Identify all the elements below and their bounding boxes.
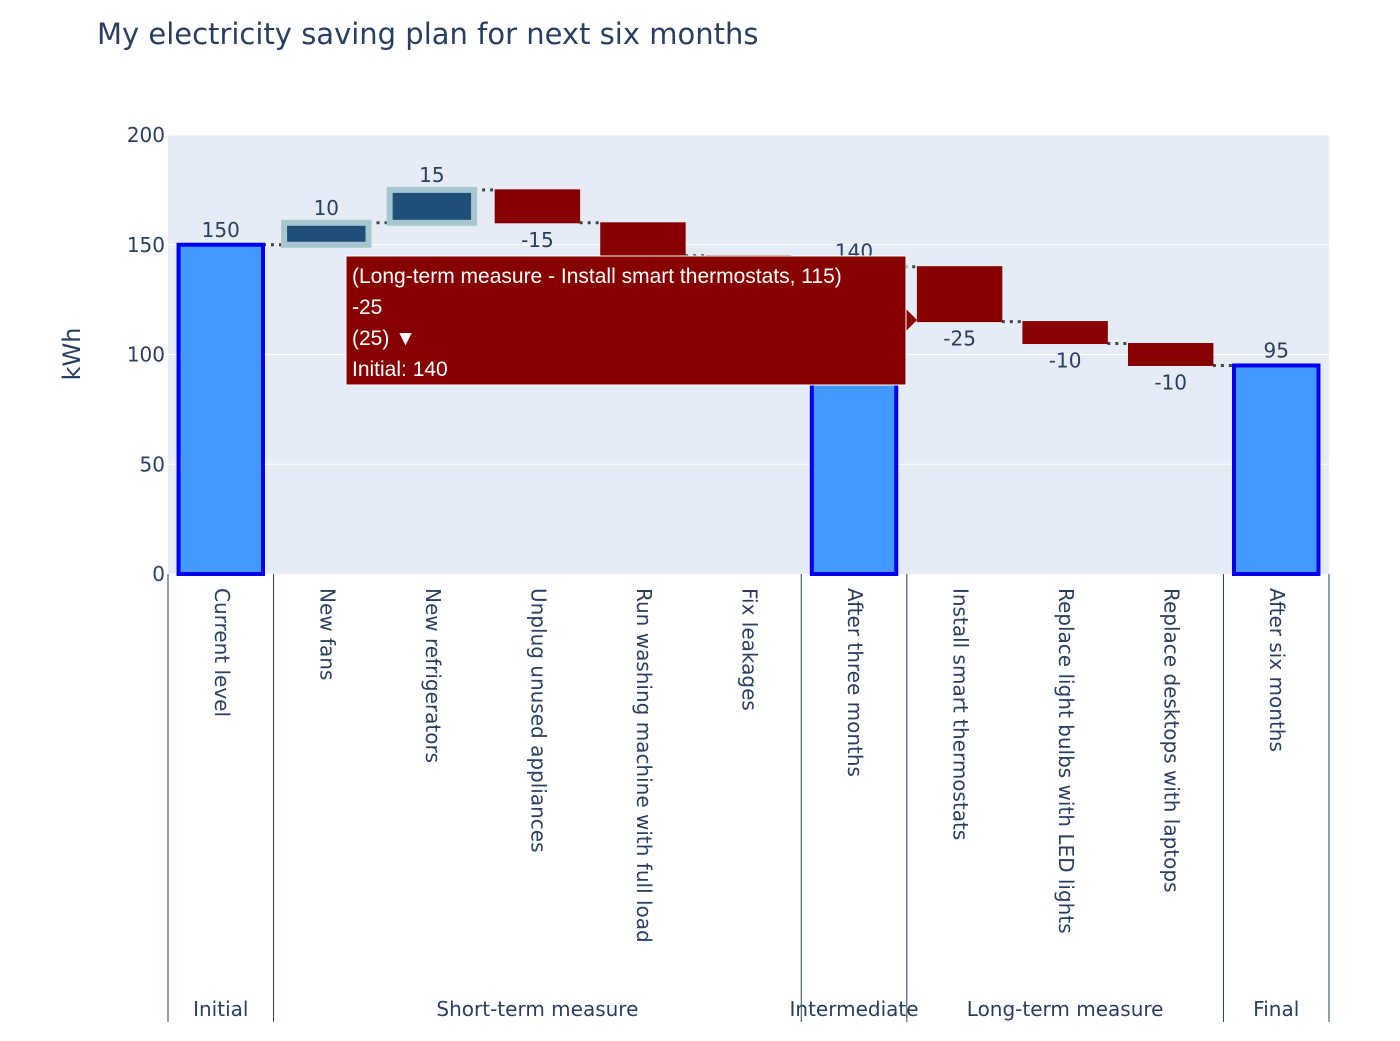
bar[interactable] [1022, 321, 1108, 345]
chart-title: My electricity saving plan for next six … [97, 17, 758, 51]
y-tick-label: 0 [152, 562, 165, 586]
y-tick-label: 150 [127, 233, 165, 257]
y-axis: 0 50 100 150 200 [127, 123, 165, 586]
data-label: 15 [419, 163, 444, 187]
x-tick-label: After three months [843, 588, 867, 777]
x-tick-label: Replace light bulbs with LED lights [1054, 588, 1078, 934]
y-tick-label: 200 [127, 123, 165, 147]
bar[interactable] [386, 186, 478, 226]
group-label: Intermediate [790, 997, 919, 1021]
tooltip-line-4: Initial: 140 [352, 358, 448, 381]
x-tick-label: Current level [210, 588, 234, 717]
bar[interactable] [281, 219, 372, 248]
x-tick-label: New fans [315, 588, 339, 680]
tooltip-pointer [906, 309, 917, 331]
group-label: Initial [193, 997, 248, 1021]
bar[interactable] [1232, 363, 1321, 576]
data-label: 150 [202, 218, 240, 242]
x-tick-label: Run washing machine with full load [632, 588, 656, 943]
tooltip-line-3: (25) ▼ [352, 327, 416, 350]
x-tick-label: Install smart thermostats [949, 588, 973, 840]
data-label: -15 [521, 228, 554, 252]
data-label: 10 [314, 196, 339, 220]
data-label: -10 [1049, 349, 1082, 373]
y-tick-label: 100 [127, 343, 165, 367]
bar[interactable] [1127, 343, 1214, 366]
bar[interactable] [916, 266, 1003, 323]
tooltip-line-1: (Long-term measure - Install smart therm… [352, 265, 842, 288]
y-tick-label: 50 [140, 452, 165, 476]
x-tick-label: Replace desktops with laptops [1160, 588, 1184, 893]
tooltip-line-2: -25 [352, 296, 382, 319]
x-tick-label: New refrigerators [421, 588, 445, 763]
x-tick-label: Fix leakages [738, 588, 762, 711]
data-label: -10 [1154, 370, 1187, 394]
x-tick-label: Unplug unused appliances [526, 588, 550, 853]
y-axis-label: kWh [58, 328, 86, 381]
hover-tooltip: (Long-term measure - Install smart therm… [345, 255, 917, 386]
bar[interactable] [600, 222, 686, 257]
tooltip-box [345, 255, 907, 386]
group-label: Long-term measure [967, 997, 1164, 1021]
group-label: Final [1253, 997, 1299, 1021]
data-label: 95 [1264, 338, 1289, 362]
x-axis: Current level New fans New refrigerators Un… [167, 574, 1330, 1022]
bar[interactable] [494, 189, 581, 224]
group-label: Short-term measure [436, 997, 638, 1021]
bar[interactable] [176, 242, 265, 576]
x-tick-label: After six months [1265, 588, 1289, 752]
data-label: -25 [943, 327, 976, 351]
